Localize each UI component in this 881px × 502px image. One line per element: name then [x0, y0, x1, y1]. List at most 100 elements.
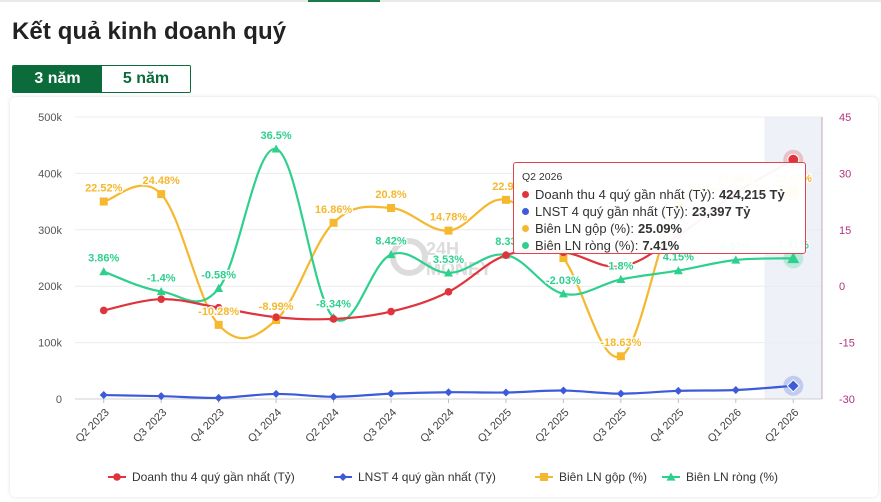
legend-item-net-margin[interactable]: Biên LN ròng (%) [662, 470, 778, 484]
data-label-net-margin: 8.33 [495, 236, 516, 248]
data-label-net-margin: 3.86% [88, 253, 119, 265]
x-tick-label: Q4 2024 [418, 407, 456, 445]
tab-3-years[interactable]: 3 năm [13, 66, 102, 92]
tooltip-row-net-margin: Biên LN ròng (%): 7.41% [522, 237, 795, 254]
y-right-tick-label: -15 [839, 338, 855, 350]
tooltip-dot-net-margin [522, 242, 529, 249]
legend-marker-gross-margin [540, 473, 548, 481]
x-tick-label: Q4 2023 [188, 407, 226, 445]
point-gross-margin [329, 218, 338, 227]
tooltip-header: Q2 2026 [522, 171, 563, 183]
legend-label-net-margin: Biên LN ròng (%) [686, 470, 778, 484]
x-tick-label: Q3 2023 [131, 407, 169, 445]
series-line-net-margin [103, 147, 794, 322]
point-profit [272, 389, 281, 398]
point-profit [99, 391, 108, 400]
point-revenue [214, 303, 223, 312]
tooltip-label-gross-margin: Biên LN gộp (%): [535, 221, 634, 236]
point-revenue [99, 306, 108, 315]
chart-tooltip: Q2 2026 Doanh thu 4 quý gần nhất (Tỷ): 4… [513, 162, 806, 254]
point-revenue [444, 288, 453, 296]
tooltip-row-gross-margin: Biên LN gộp (%): 25.09% [522, 220, 795, 237]
tooltip-row-profit: LNST 4 quý gần nhất (Tỷ): 23,397 Tỷ [522, 203, 795, 220]
x-tick-label: Q2 2025 [533, 407, 571, 445]
point-net-margin [99, 267, 109, 276]
x-tick-label: Q1 2025 [476, 407, 514, 445]
tooltip-dot-gross-margin [522, 225, 529, 232]
point-net-margin [558, 289, 568, 298]
y-right-tick-label: 30 [839, 168, 851, 180]
point-profit [786, 379, 800, 393]
point-profit [731, 385, 740, 394]
tooltip-value-profit: 23,397 Tỷ [691, 204, 751, 219]
legend-marker-profit [339, 473, 347, 481]
legend-marker-revenue [113, 473, 121, 481]
y-left-tick-label: 500k [38, 112, 62, 124]
tooltip-dot-revenue [522, 191, 529, 198]
data-label-net-margin: 36.5% [261, 130, 292, 142]
point-revenue [272, 313, 280, 322]
legend-marker-net-margin [666, 472, 676, 481]
top-border [0, 0, 881, 2]
x-tick-label: Q2 2024 [303, 407, 341, 445]
point-net-margin [787, 252, 800, 264]
point-net-margin [271, 144, 281, 153]
watermark-text-top: 24H [426, 239, 459, 259]
data-label-gross-margin: 24.48% [143, 175, 181, 187]
data-label-net-margin: -2.03% [546, 275, 581, 287]
point-revenue [329, 315, 338, 323]
point-net-margin [156, 286, 166, 296]
data-label-net-margin: 3.53% [433, 254, 464, 266]
tooltip-dot-profit [522, 208, 529, 215]
point-gross-margin [214, 320, 223, 329]
legend-label-profit: LNST 4 quý gần nhất (Tỷ) [358, 470, 496, 484]
point-net-margin [731, 255, 741, 264]
y-left-tick-label: 100k [38, 338, 62, 350]
point-profit [387, 389, 396, 398]
point-gross-margin [387, 203, 396, 212]
period-tabs: 3 năm 5 năm [12, 65, 191, 93]
data-label-gross-margin: -18.63% [600, 337, 641, 349]
point-gross-margin [444, 226, 453, 235]
point-net-margin [673, 266, 683, 275]
legend-item-profit[interactable]: LNST 4 quý gần nhất (Tỷ) [334, 470, 496, 484]
point-profit [559, 386, 568, 395]
point-revenue [387, 307, 395, 316]
tooltip-value-net-margin: 7.41% [642, 238, 680, 253]
y-right-tick-label: 45 [839, 112, 851, 124]
tab-5-years[interactable]: 5 năm [102, 66, 190, 92]
y-right-tick-label: 15 [839, 225, 851, 237]
data-label-net-margin: -8.34% [316, 299, 351, 311]
legend-item-gross-margin[interactable]: Biên LN gộp (%) [535, 470, 647, 484]
data-label-gross-margin: 20.8% [375, 189, 406, 201]
x-tick-label: Q3 2025 [591, 407, 629, 445]
point-revenue [157, 295, 165, 303]
point-gross-margin [559, 254, 568, 262]
legend-label-revenue: Doanh thu 4 quý gần nhất (Tỷ) [132, 470, 295, 484]
data-label-gross-margin: -8.99% [259, 301, 294, 313]
point-gross-margin [616, 352, 625, 361]
point-profit [616, 389, 625, 398]
point-net-margin [616, 274, 626, 284]
data-label-net-margin: -1.4% [147, 272, 176, 284]
point-net-margin [214, 283, 224, 292]
legend-item-revenue[interactable]: Doanh thu 4 quý gần nhất (Tỷ) [108, 470, 295, 484]
x-tick-label: Q1 2026 [706, 407, 744, 445]
y-right-tick-label: 0 [839, 281, 845, 293]
data-label-net-margin: -0.58% [201, 269, 236, 281]
point-gross-margin [501, 195, 510, 204]
x-tick-label: Q4 2025 [648, 407, 686, 445]
tooltip-value-gross-margin: 25.09% [638, 221, 683, 236]
data-label-net-margin: 1.8% [608, 260, 633, 272]
data-label-gross-margin: 22.52% [85, 183, 123, 195]
x-tick-label: Q2 2026 [763, 407, 801, 445]
point-profit [674, 386, 683, 395]
point-net-margin [386, 250, 396, 259]
point-profit [214, 393, 223, 402]
data-label-net-margin: 8.42% [375, 236, 406, 248]
point-gross-margin [157, 190, 166, 199]
tooltip-label-revenue: Doanh thu 4 quý gần nhất (Tỷ): [535, 187, 715, 202]
tooltip-row-revenue: Doanh thu 4 quý gần nhất (Tỷ): 424,215 T… [522, 186, 795, 203]
x-tick-label: Q3 2024 [361, 407, 399, 445]
point-revenue [617, 262, 625, 271]
